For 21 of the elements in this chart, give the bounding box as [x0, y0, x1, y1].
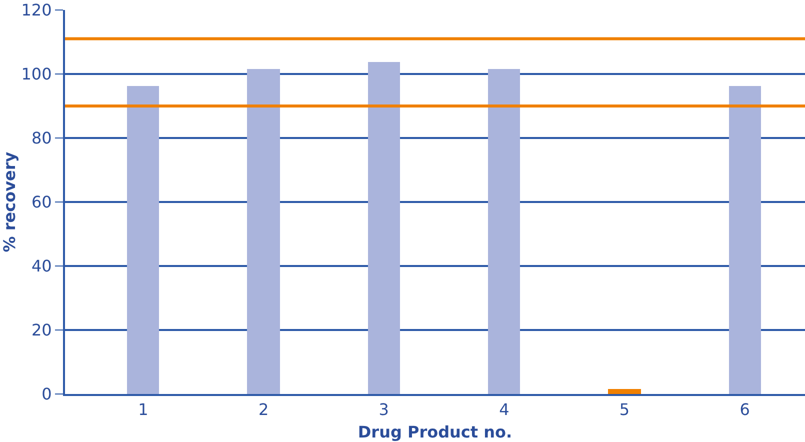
- bar: [488, 69, 520, 394]
- x-tick-label: 5: [619, 400, 630, 420]
- x-tick-label: 1: [138, 400, 148, 420]
- y-tick-label: 120: [21, 0, 52, 20]
- bar: [608, 389, 641, 394]
- x-tick-label: 4: [499, 400, 510, 420]
- y-tick-label: 60: [31, 192, 52, 212]
- y-tick-label: 100: [21, 64, 52, 84]
- bar: [247, 69, 280, 394]
- bar: [127, 86, 159, 394]
- x-tick-label: 3: [378, 400, 389, 420]
- y-axis-title: % recovery: [0, 151, 19, 252]
- bar: [368, 62, 400, 394]
- y-tick-label: 40: [31, 256, 52, 276]
- y-tick-label: 0: [42, 384, 52, 404]
- y-tick-label: 80: [31, 128, 52, 148]
- x-axis-title: Drug Product no.: [358, 422, 512, 442]
- y-tick-label: 20: [31, 320, 52, 340]
- x-tick-label: 2: [258, 400, 269, 420]
- x-tick-label: 6: [740, 400, 750, 420]
- bar: [729, 86, 761, 394]
